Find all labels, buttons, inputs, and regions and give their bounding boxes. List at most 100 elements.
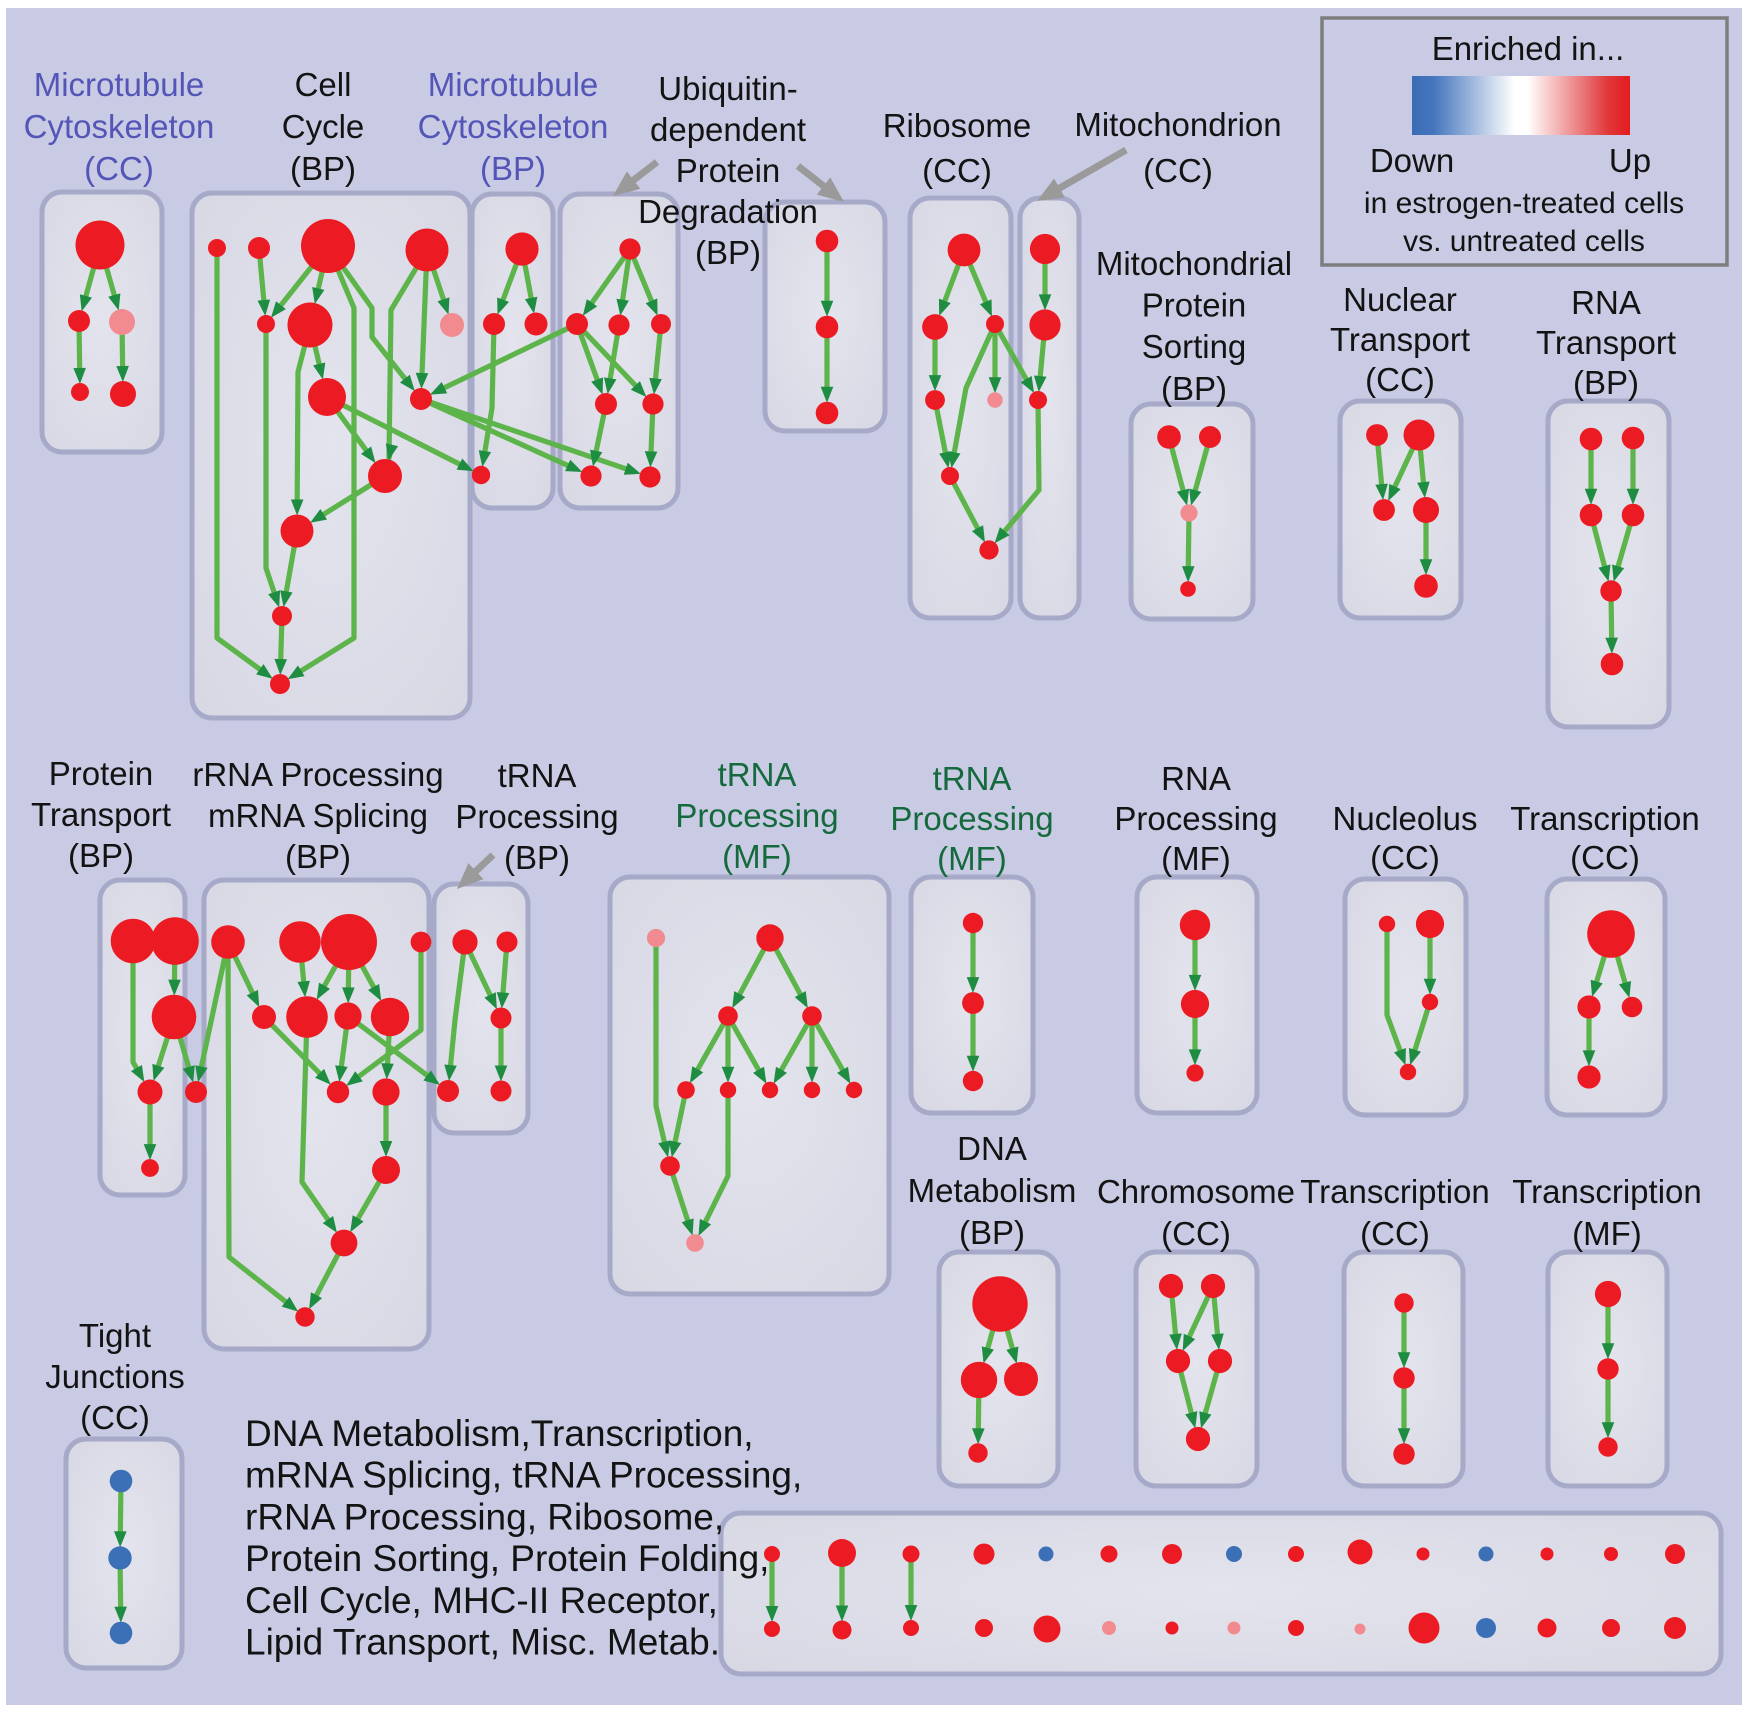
node-b9b-red: [1288, 1620, 1304, 1636]
legend-up-label: Up: [1609, 142, 1651, 179]
note-block-line-5: Lipid Transport, Misc. Metab.: [245, 1622, 720, 1663]
node-c12-red: [272, 606, 292, 626]
node-c7-pink: [440, 313, 464, 337]
edge-arrowhead-g3-g7: [342, 987, 355, 1004]
edge-arrowhead-m1-m3: [108, 293, 121, 311]
cluster-label-ribosome-cc-line-0: Ribosome: [883, 107, 1032, 144]
cluster-label-transcription-mf-line-1: (MF): [1572, 1215, 1642, 1252]
cluster-label-nucleolus-cc-line-0: Nucleolus: [1333, 800, 1478, 837]
edge-arrowhead-e4-e5: [1199, 1411, 1212, 1429]
edge-arrowhead-r2-r4: [928, 375, 942, 392]
node-y1-red: [1594, 1280, 1622, 1308]
node-d1-red: [972, 1276, 1028, 1332]
node-c4-red: [405, 228, 449, 272]
edge-arrowhead-t2-t4: [478, 450, 492, 467]
node-h1-red: [962, 912, 984, 934]
node-c3-red: [301, 219, 355, 273]
node-q5-red: [1414, 574, 1438, 598]
node-m2-red: [68, 310, 90, 332]
note-block: DNA Metabolism,Transcription,mRNA Splici…: [245, 1413, 802, 1663]
node-c6-red: [287, 302, 333, 348]
edge-line-f3-f6: [777, 1014, 815, 1075]
edge-arrowhead-c8-t4: [456, 458, 474, 472]
node-f1-red: [756, 924, 784, 952]
edge-arrowhead-s3-s5: [1598, 564, 1611, 582]
node-r3-red: [986, 315, 1004, 333]
node-d4-red: [968, 1443, 988, 1463]
cluster-label-ubiquitin-bp-line-2: Protein: [676, 152, 781, 189]
pointer-arrowhead-1: [816, 177, 844, 202]
cluster-label-cell-cycle-bp-line-0: Cell: [295, 66, 352, 103]
cluster-label-trna-processing-mf-2-line-1: Processing: [890, 800, 1053, 837]
edge-arrowhead-z1-z2: [114, 1531, 127, 1548]
legend-title: Enriched in...: [1432, 30, 1625, 67]
edge-arrowhead-u2-u5: [604, 377, 617, 395]
edge-arrowhead-e2-e3: [1182, 1333, 1196, 1351]
edge-arrowhead-b2t-b2b: [835, 1605, 849, 1622]
node-g8-red: [370, 997, 410, 1037]
pointer-arrow-line-2: [1055, 146, 1128, 193]
node-b12t-blue: [1478, 1546, 1494, 1562]
edge-arrowhead-u1-u6: [630, 381, 647, 398]
edge-arrowhead-g3-g8: [368, 983, 382, 1002]
node-tb1-red: [452, 929, 478, 955]
node-b13t-red: [1540, 1547, 1554, 1561]
cluster-label-microtubule-bp-line-2: (BP): [480, 150, 546, 187]
edge-arrowhead-m3-m5: [116, 365, 129, 383]
nodes: [68, 219, 1686, 1645]
edge-arrowhead-l2-l4: [1582, 1050, 1596, 1067]
node-g11-red: [372, 1156, 400, 1184]
node-v2-red: [815, 315, 839, 339]
node-r6-red: [941, 467, 959, 485]
note-block-line-3: Protein Sorting, Protein Folding,: [245, 1538, 769, 1579]
note-block-line-2: rRNA Processing, Ribosome,: [245, 1496, 724, 1537]
edge-line-f9-f10: [667, 1165, 692, 1225]
edge-arrowhead-g11-g12: [350, 1215, 364, 1233]
node-pt5-red: [141, 1159, 159, 1177]
cluster-label-mito-protein-sorting-bp-line-3: (BP): [1161, 370, 1227, 407]
edge-arrowhead-p2-p3: [1189, 488, 1202, 506]
edge-arrowhead-f3-f8: [837, 1066, 851, 1084]
node-s4-red: [1621, 503, 1645, 527]
cluster-label-transcription-cc-mid-line-0: Transcription: [1510, 800, 1700, 837]
node-b4b-red: [975, 1619, 993, 1637]
pointer-arrow-line-1: [795, 163, 829, 191]
node-b6b-pink: [1102, 1621, 1116, 1635]
node-b3t-red: [902, 1545, 920, 1563]
cluster-label-microtubule-cc-line-2: (CC): [84, 150, 154, 187]
cluster-box-nuclear-transport-cc: [1337, 398, 1464, 621]
note-block-line-1: mRNA Splicing, tRNA Processing,: [245, 1455, 802, 1496]
cluster-label-ubiquitin-bp-line-3: Degradation: [638, 193, 818, 230]
node-g3-red: [321, 914, 377, 970]
edge-line-c1-c13: [214, 248, 265, 674]
node-w2-red: [1029, 309, 1061, 341]
edge-arrowhead-q1-q3: [1375, 483, 1388, 501]
cluster-label-dna-metabolism-bp-line-2: (BP): [959, 1214, 1025, 1251]
node-z2-blue: [108, 1546, 132, 1570]
cluster-label-protein-transport-bp-line-1: Transport: [31, 796, 171, 833]
node-c2-red: [248, 237, 270, 259]
cluster-label-cell-cycle-bp-line-1: Cycle: [282, 108, 365, 145]
edge-line-g4-g9: [354, 942, 424, 1081]
node-b5t-blue: [1038, 1546, 1054, 1562]
edge-arrowhead-f1-f3: [794, 991, 808, 1009]
edge-arrowhead-d1-d2: [981, 1346, 994, 1364]
edge-line-u1-u6: [575, 322, 641, 391]
cluster-label-rna-processing-mf-line-2: (MF): [1161, 840, 1231, 877]
edge-arrowhead-d2-d4: [972, 1428, 985, 1445]
node-r5-pink: [987, 392, 1003, 408]
node-g9-red: [326, 1080, 350, 1104]
edge-arrowhead-r3-r6: [948, 451, 961, 469]
edge-line-f4-f9: [671, 1089, 689, 1147]
legend: Enriched in... Down Up in estrogen-treated …: [1320, 16, 1729, 267]
node-b9t-red: [1288, 1546, 1304, 1562]
node-f10-pink: [686, 1234, 704, 1252]
cluster-label-transcription-mf-line-0: Transcription: [1512, 1173, 1702, 1210]
node-k2-red: [1415, 909, 1445, 939]
edge-arrowhead-u6-u8: [644, 451, 658, 468]
edge-arrowhead-m2-m4: [73, 367, 86, 385]
edge-line-r6-r7: [947, 474, 982, 533]
edge-arrowhead-h2-h3: [966, 1055, 980, 1072]
cluster-box-transcription-cc-mid: [1544, 876, 1668, 1118]
node-b7t-red: [1162, 1544, 1182, 1564]
